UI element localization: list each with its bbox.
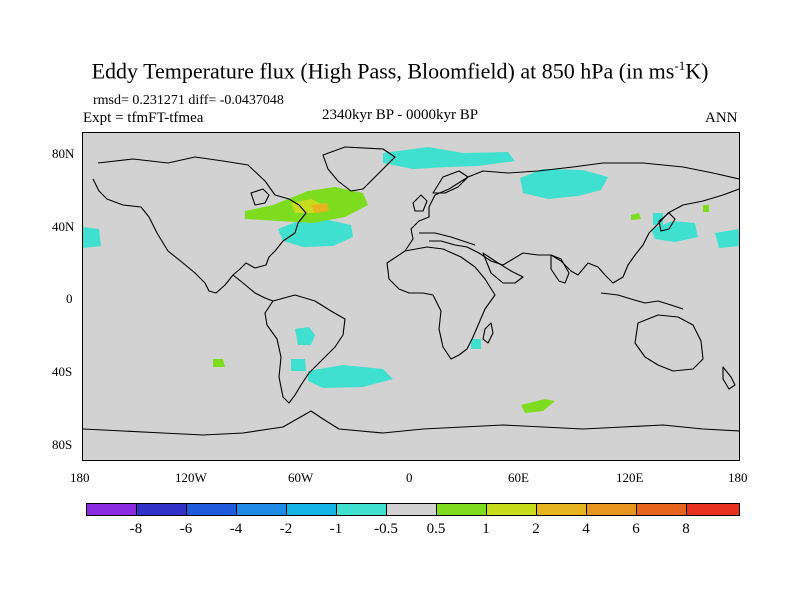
coast-south-america xyxy=(264,294,346,404)
coast-hudson-bay xyxy=(250,188,270,206)
green-patch-southern-ocean xyxy=(521,399,555,413)
cyan-patch-south-atlantic xyxy=(308,365,393,388)
title-main: Eddy Temperature flux (High Pass, Bloomf… xyxy=(91,58,675,84)
green-patch-north-pacific-east xyxy=(703,205,709,212)
lat-label-40s: 40S xyxy=(52,364,73,379)
lon-label-60e: 60E xyxy=(508,470,529,485)
cyan-patch-arctic-atlantic xyxy=(383,147,515,169)
period-label: 2340kyr BP - 0000kyr BP xyxy=(322,107,479,123)
colorbar-label-5: -0.5 xyxy=(374,521,398,537)
coast-greenland xyxy=(322,146,396,192)
colorbar-box-0 xyxy=(86,503,137,516)
colorbar-box-7 xyxy=(436,503,487,516)
colorbar-label-6: 0.5 xyxy=(426,521,446,537)
colorbar-label-0: -8 xyxy=(129,521,143,537)
cyan-patch-pacific-west-edge xyxy=(83,227,101,248)
coast-indonesia xyxy=(600,292,684,310)
lon-label-120e: 120E xyxy=(616,470,644,485)
coast-arabia xyxy=(482,252,524,284)
coast-central-america xyxy=(232,274,274,302)
cyan-patch-siberia xyxy=(520,169,608,199)
colorbar-label-9: 4 xyxy=(582,521,590,537)
cyan-patch-north-pacific xyxy=(651,221,698,242)
orange-patch-labrador xyxy=(311,203,329,213)
coast-madagascar xyxy=(482,322,494,344)
cyan-patch-south-africa xyxy=(471,339,481,349)
colorbar-box-11 xyxy=(636,503,687,516)
colorbar-label-3: -2 xyxy=(279,521,293,537)
colorbar-box-6 xyxy=(386,503,437,516)
colorbar-label-10: 6 xyxy=(632,521,640,537)
map-panel xyxy=(82,132,740,461)
colorbar-label-11: 8 xyxy=(682,521,690,537)
colorbar-box-10 xyxy=(586,503,637,516)
title-tail: K) xyxy=(685,58,709,84)
lon-label-120w: 120W xyxy=(175,470,207,485)
cyan-patch-pacific-east xyxy=(715,229,739,248)
coast-scandinavia xyxy=(432,170,469,194)
colorbar-box-3 xyxy=(236,503,287,516)
lon-label-60w: 60W xyxy=(288,470,314,485)
coast-mediterranean xyxy=(419,232,476,246)
map-svg xyxy=(83,146,739,436)
colorbar-label-7: 1 xyxy=(482,521,490,537)
experiment-label: Expt = tfmFT-tfmea xyxy=(83,110,204,126)
colorbar-box-2 xyxy=(186,503,237,516)
coast-japan xyxy=(658,212,676,232)
cyan-patch-south-pacific-mid xyxy=(295,327,315,345)
title-superscript: -1 xyxy=(674,58,686,73)
anomaly-patches xyxy=(83,147,739,413)
lat-label-80s: 80S xyxy=(52,437,73,452)
colorbar-label-2: -4 xyxy=(229,521,243,537)
colorbar-box-8 xyxy=(486,503,537,516)
season-label: ANN xyxy=(705,110,738,126)
colorbar-box-4 xyxy=(286,503,337,516)
colorbar-box-1 xyxy=(136,503,187,516)
green-patch-japan-sea xyxy=(631,213,641,220)
coast-europe-asia xyxy=(404,162,739,284)
cyan-patch-north-atlantic xyxy=(278,220,353,247)
colorbar-label-4: -1 xyxy=(329,521,343,537)
lon-label-180e: 180 xyxy=(728,470,748,485)
chart-title: Eddy Temperature flux (High Pass, Bloomf… xyxy=(0,58,800,84)
lon-label-0: 0 xyxy=(406,470,413,485)
colorbar-box-12 xyxy=(686,503,740,516)
coastlines xyxy=(83,146,739,436)
colorbar-box-5 xyxy=(336,503,387,516)
coast-uk xyxy=(412,194,428,212)
colorbar-label-1: -6 xyxy=(179,521,193,537)
coast-india xyxy=(550,254,570,284)
coast-australia xyxy=(634,314,704,372)
coast-new-zealand xyxy=(722,366,736,390)
coast-antarctica xyxy=(83,410,739,436)
coast-north-america xyxy=(92,156,307,294)
lon-label-180w: 180 xyxy=(70,470,90,485)
lat-label-0: 0 xyxy=(66,291,73,306)
colorbar-box-9 xyxy=(536,503,587,516)
coast-africa xyxy=(386,246,496,360)
colorbar-label-8: 2 xyxy=(532,521,540,537)
lat-label-40n: 40N xyxy=(52,219,75,234)
lat-label-80n: 80N xyxy=(52,146,75,161)
stats-text: rmsd= 0.231271 diff= -0.0437048 xyxy=(93,93,284,108)
cyan-patch-south-america xyxy=(291,359,306,371)
green-patch-south-pacific xyxy=(213,359,225,367)
